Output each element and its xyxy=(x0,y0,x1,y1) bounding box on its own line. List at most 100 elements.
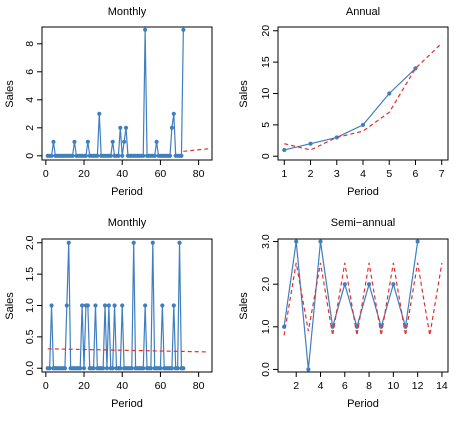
y-tick-label: 10 xyxy=(260,88,272,100)
data-point xyxy=(141,153,146,158)
plot-frame xyxy=(277,26,449,161)
data-point xyxy=(51,139,56,144)
x-tick-label: 7 xyxy=(439,168,445,180)
data-point xyxy=(83,153,89,158)
data-point xyxy=(158,366,163,371)
x-tick-label: 0 xyxy=(43,168,49,180)
y-axis-label: Sales xyxy=(238,292,250,320)
chart-title: Monthly xyxy=(108,217,147,229)
data-point xyxy=(62,366,68,371)
x-tick-label: 80 xyxy=(193,380,205,392)
y-tick-label: 0.0 xyxy=(260,362,272,377)
data-point xyxy=(143,303,148,308)
data-point xyxy=(122,139,127,144)
data-point xyxy=(415,239,420,244)
y-tick-label: 2.0 xyxy=(260,277,272,292)
x-tick-label: 6 xyxy=(413,168,419,180)
x-tick-label: 5 xyxy=(386,168,392,180)
data-point xyxy=(391,282,396,287)
data-point xyxy=(387,91,392,96)
data-point xyxy=(49,153,54,158)
y-tick-label: 1.5 xyxy=(24,267,36,282)
data-point xyxy=(169,366,174,371)
y-tick-label: 3.0 xyxy=(260,234,272,249)
y-tick-label: 15 xyxy=(260,56,272,68)
fitted-dashed-line xyxy=(284,42,443,151)
data-point xyxy=(160,303,165,308)
y-tick-label: 1.0 xyxy=(24,298,36,313)
y-tick-label: 0 xyxy=(260,153,272,159)
x-axis-label: Period xyxy=(111,186,143,198)
panel-annual: Annual Period Sales 1 2 3 4 5 6 7 0 5 10 15 20 xyxy=(238,6,449,198)
data-point xyxy=(72,139,77,144)
data-point xyxy=(95,153,100,158)
data-point xyxy=(342,282,347,287)
x-tick-label: 40 xyxy=(116,168,128,180)
data-point xyxy=(66,240,71,245)
sales-series-line xyxy=(284,67,416,151)
data-point xyxy=(171,111,176,116)
data-point xyxy=(360,122,366,127)
data-point xyxy=(64,303,69,308)
data-point xyxy=(282,147,287,153)
chart-title: Monthly xyxy=(108,6,147,18)
x-tick-label: 60 xyxy=(155,380,167,392)
data-point xyxy=(49,303,54,308)
data-point xyxy=(306,367,311,372)
data-point xyxy=(171,303,176,308)
y-axis-label: Sales xyxy=(238,80,250,108)
y-tick-label: 0.5 xyxy=(24,329,36,344)
data-point xyxy=(167,153,173,158)
data-point xyxy=(47,366,52,371)
data-point xyxy=(85,139,90,144)
data-point xyxy=(175,366,180,371)
x-tick-label: 0 xyxy=(43,380,49,392)
data-point xyxy=(70,153,75,158)
data-point xyxy=(91,366,96,371)
chart-title: Annual xyxy=(346,6,380,18)
y-tick-label: 4 xyxy=(24,97,36,103)
x-tick-label: 14 xyxy=(436,380,448,392)
sales-series-line xyxy=(47,29,184,157)
panel-semi-annual: Semi−annual Period Sales 2 4 6 8 10 12 14 0.0 1.… xyxy=(238,217,449,410)
data-point xyxy=(97,111,102,116)
data-point xyxy=(129,366,134,371)
data-point xyxy=(118,366,123,371)
data-point xyxy=(179,153,184,158)
data-point xyxy=(104,366,110,371)
x-tick-label: 12 xyxy=(412,380,424,392)
data-point xyxy=(116,153,121,158)
y-tick-label: 8 xyxy=(24,41,36,47)
panel-monthly-bottom: Monthly Period Sales 0 20 40 60 80 0.0 0.5 1.0 1… xyxy=(4,217,213,410)
x-tick-label: 1 xyxy=(281,168,287,180)
data-point xyxy=(141,366,146,371)
y-axis-label: Sales xyxy=(4,80,16,108)
data-point xyxy=(85,303,90,308)
x-axis-label: Period xyxy=(347,186,379,198)
data-point xyxy=(154,139,159,144)
x-axis-label: Period xyxy=(347,398,379,410)
fitted-dashed-line xyxy=(283,262,443,336)
panel-monthly-top: Monthly Period Sales 0 20 40 60 80 0 2 4 6 8 xyxy=(4,6,213,198)
data-point xyxy=(101,366,106,371)
fitted-dashed-line xyxy=(47,348,209,353)
data-point xyxy=(102,303,108,308)
x-tick-label: 6 xyxy=(342,380,348,392)
data-point xyxy=(108,153,113,158)
x-tick-label: 4 xyxy=(360,168,366,180)
sales-series-line xyxy=(47,242,184,369)
data-point xyxy=(93,303,98,308)
y-tick-label: 20 xyxy=(260,25,272,37)
y-tick-label: 6 xyxy=(24,69,36,75)
data-point xyxy=(78,366,83,371)
data-point xyxy=(294,239,299,244)
x-tick-label: 2 xyxy=(308,168,314,180)
data-point xyxy=(120,303,125,308)
data-point xyxy=(308,141,313,146)
data-point xyxy=(110,139,115,144)
y-tick-label: 5 xyxy=(260,122,272,128)
data-point xyxy=(118,125,123,130)
data-point xyxy=(81,366,87,371)
data-point xyxy=(366,282,372,287)
